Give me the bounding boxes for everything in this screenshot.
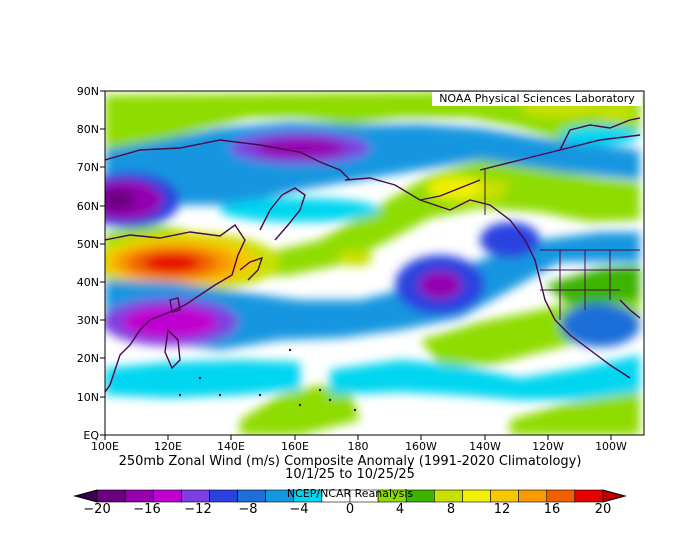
lat-label: 10N xyxy=(77,391,99,404)
colorbar-tick: 20 xyxy=(594,502,612,517)
lat-label: 90N xyxy=(77,85,99,98)
colorbar-tick: −16 xyxy=(133,502,161,517)
state-borders xyxy=(484,168,640,320)
lat-label: 20N xyxy=(77,352,99,365)
coastlines xyxy=(105,117,641,393)
lon-ticks xyxy=(104,435,612,440)
lon-label: 100E xyxy=(91,440,119,453)
colorbar-tick: 16 xyxy=(543,502,561,517)
lat-ticks xyxy=(100,90,105,436)
lat-labels: 90N 80N 70N 60N 50N 40N 30N 20N 10N EQ xyxy=(77,85,100,442)
colorbar-tick: 12 xyxy=(493,502,511,517)
lab-label: NOAA Physical Sciences Laboratory xyxy=(432,92,642,106)
lat-label: 70N xyxy=(77,161,99,174)
lon-labels: 100E 120E 140E 160E 180 160W 140W 120W 1… xyxy=(91,440,627,453)
lon-label: 140E xyxy=(217,440,245,453)
lon-label: 160E xyxy=(281,440,309,453)
colorbar-tick: −8 xyxy=(238,502,258,517)
lon-label: 120W xyxy=(532,440,564,453)
lat-label: 40N xyxy=(77,276,99,289)
colorbar-tick: −4 xyxy=(289,502,309,517)
lat-label: 50N xyxy=(77,238,99,251)
lon-label: 100W xyxy=(595,440,627,453)
colorbar-tick: 0 xyxy=(345,502,355,517)
colorbar-tick: 4 xyxy=(395,502,405,517)
figure-title: 250mb Zonal Wind (m/s) Composite Anomaly… xyxy=(118,454,582,469)
colorbar-tick: −20 xyxy=(83,502,111,517)
lon-label: 180 xyxy=(348,440,369,453)
colorbar-tick: 8 xyxy=(446,502,456,517)
lon-label: 120E xyxy=(154,440,182,453)
map-frame xyxy=(104,90,645,436)
anomaly-field xyxy=(105,91,644,435)
colorbar xyxy=(73,489,627,503)
islands xyxy=(178,348,357,412)
colorbar-max-arrow xyxy=(602,489,627,503)
colorbar-tick: −12 xyxy=(184,502,212,517)
lat-label: 30N xyxy=(77,314,99,327)
date-range: 10/1/25 to 10/25/25 xyxy=(285,467,415,482)
lon-label: 140W xyxy=(469,440,501,453)
credit-label: NCEP/NCAR Reanalysis xyxy=(286,487,414,500)
lat-label: 80N xyxy=(77,123,99,136)
lon-label: 160W xyxy=(405,440,437,453)
lat-label: 60N xyxy=(77,200,99,213)
lat-label: EQ xyxy=(83,429,99,442)
